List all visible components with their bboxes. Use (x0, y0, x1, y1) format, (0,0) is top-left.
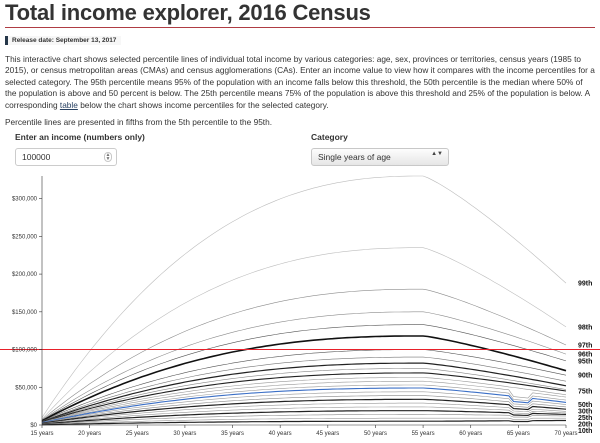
y-tick-label: $300,000 (12, 197, 38, 203)
x-tick-label: 50 years (364, 431, 387, 437)
percentile-line (41, 349, 567, 422)
x-tick-label: 30 years (173, 431, 196, 437)
percentile-line (41, 380, 567, 423)
series-label: 98th (578, 324, 592, 331)
percentile-note: Percentile lines are presented in fifths… (5, 117, 273, 128)
series-label: 95th (578, 358, 592, 365)
series-label: 75th (578, 389, 592, 396)
table-link[interactable]: table (59, 99, 78, 110)
intro-paragraph: This interactive chart shows selected pe… (5, 54, 595, 111)
select-arrows-icon: ▲▼ (431, 151, 443, 158)
category-value: Single years of age (318, 152, 391, 163)
percentile-line (41, 175, 567, 418)
x-tick-label: 40 years (269, 431, 292, 437)
series-label: 97th (578, 343, 592, 350)
category-select[interactable]: Single years of age ▲▼ (311, 148, 449, 167)
category-label: Category (311, 132, 348, 143)
percentile-line (41, 414, 566, 425)
x-tick-label: 70 years (554, 431, 577, 437)
series-label: 25th (578, 415, 592, 422)
y-tick-label: $100,000 (12, 348, 38, 354)
percentile-line (41, 311, 567, 421)
title-rule (5, 27, 595, 28)
x-tick-label: 60 years (459, 431, 482, 437)
percentile-line (41, 410, 567, 425)
series-label: 30th (578, 409, 592, 416)
percentile-line (41, 368, 567, 423)
series-label: 96th (578, 352, 592, 359)
controls: Enter an income (numbers only) 100000 ▲ ▼… (5, 132, 595, 172)
percentile-line (41, 372, 567, 423)
percentile-line (41, 398, 567, 424)
x-tick-label: 65 years (507, 431, 530, 437)
percentile-line (41, 362, 567, 423)
income-chart[interactable]: $0 $50,000 $100,000 $150,000 $200,000 $250,00… (0, 168, 600, 443)
x-tick-label: 45 years (316, 431, 339, 437)
percentile-line (41, 288, 567, 420)
percentile-line (41, 406, 567, 425)
page-title: Total income explorer, 2016 Census (5, 0, 371, 25)
percentile-line (41, 391, 567, 424)
series-label: 20th (578, 422, 592, 429)
y-tick-label: $0 (30, 423, 37, 429)
x-axis: 15 years 20 years 25 years 30 years 35 years… (30, 424, 578, 437)
intro-text-before: This interactive chart shows selected pe… (5, 54, 595, 110)
series-label: 90th (578, 373, 592, 380)
percentile-curves (41, 175, 567, 426)
income-input[interactable]: 100000 ▲ ▼ (15, 148, 117, 167)
percentile-line (41, 356, 567, 422)
intro-text-after: below the chart shows income percentiles… (77, 99, 329, 110)
stepper-icon[interactable]: ▲ ▼ (104, 152, 112, 163)
x-tick-label: 35 years (221, 431, 244, 437)
percentile-line (41, 247, 567, 420)
series-label: 50th (578, 402, 592, 409)
x-tick-label: 25 years (126, 431, 149, 437)
y-tick-label: $150,000 (12, 310, 38, 316)
y-tick-label: $50,000 (15, 385, 37, 391)
income-value: 100000 (22, 152, 51, 163)
percentile-line (41, 395, 567, 424)
x-tick-label: 55 years (412, 431, 435, 437)
release-date-badge: Release date: September 13, 2017 (5, 36, 122, 45)
percentile-line (41, 335, 567, 422)
y-axis: $0 $50,000 $100,000 $150,000 $200,000 $250,00… (12, 176, 43, 429)
percentile-line (41, 402, 567, 424)
percentile-line (41, 377, 567, 423)
x-tick-label: 20 years (78, 431, 101, 437)
percentile-line (41, 324, 567, 421)
series-label: 10th (578, 428, 592, 435)
y-tick-label: $250,000 (12, 234, 38, 240)
percentile-line (41, 384, 567, 423)
y-tick-label: $200,000 (12, 272, 38, 278)
income-label: Enter an income (numbers only) (15, 132, 145, 143)
percentile-line (41, 419, 566, 426)
percentile-line (41, 387, 567, 424)
x-tick-label: 15 years (30, 431, 53, 437)
percentile-line (41, 417, 566, 425)
series-label: 99th (578, 281, 592, 288)
